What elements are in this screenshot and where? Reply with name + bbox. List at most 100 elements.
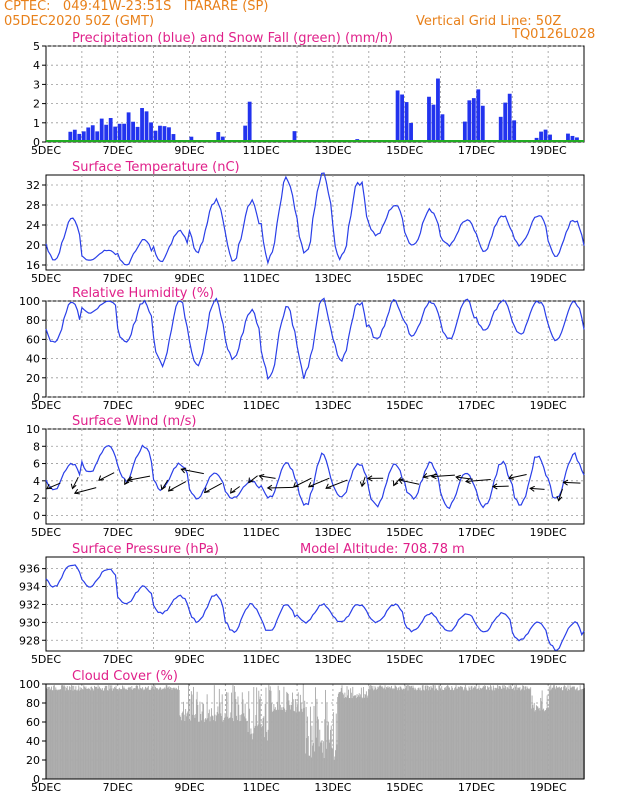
- cloud-bar: [231, 718, 233, 779]
- cloud-bar: [293, 710, 295, 779]
- cloud-bar: [139, 685, 141, 779]
- cloud-bar: [345, 697, 347, 779]
- cloud-bar: [258, 690, 260, 779]
- precip-bar: [512, 120, 517, 142]
- cloud-bar: [114, 686, 116, 779]
- cloud-bar: [552, 687, 554, 779]
- cloud-bar: [435, 688, 437, 779]
- cloud-bar: [165, 684, 167, 779]
- cloud-bar: [93, 690, 95, 779]
- cloud-bar: [553, 685, 555, 779]
- cloud-bar: [65, 690, 67, 779]
- cloud-bar: [505, 686, 507, 779]
- y-tick-label: 3: [33, 78, 40, 91]
- wind-arrow: [393, 477, 402, 486]
- cloud-bar: [336, 744, 338, 779]
- cloud-bar: [581, 688, 583, 779]
- cloud-bar: [488, 686, 490, 779]
- cloud-bar: [149, 689, 151, 779]
- cloud-bar: [133, 688, 135, 779]
- y-tick-label: 10: [26, 423, 40, 436]
- cloud-bar: [541, 690, 543, 779]
- cloud-bar: [402, 688, 404, 779]
- cloud-bar: [475, 685, 477, 779]
- cloud-bar: [278, 709, 280, 779]
- precip-bar: [135, 126, 140, 142]
- precip-bar: [158, 125, 162, 142]
- cloud-bar: [309, 706, 311, 779]
- cloud-bar: [462, 690, 464, 779]
- cloud-bar: [241, 714, 243, 779]
- cloud-bar: [261, 726, 263, 779]
- cloud-bar: [81, 687, 83, 779]
- cloud-bar: [181, 713, 183, 779]
- cloud-bar: [122, 688, 124, 779]
- cloud-bar: [269, 690, 271, 779]
- cloud-bar: [451, 686, 453, 779]
- precip-bar: [117, 123, 122, 142]
- cloud-bar: [289, 705, 291, 779]
- cloud-bar: [58, 689, 60, 779]
- precip-bar: [243, 125, 248, 142]
- cloud-bar: [186, 713, 188, 779]
- cloud-bar: [485, 685, 486, 779]
- cloud-bar: [244, 703, 246, 779]
- cloud-bar: [229, 717, 231, 779]
- cloud-bar: [533, 707, 534, 779]
- cloud-bar: [378, 687, 380, 779]
- wind-arrow: [230, 486, 240, 494]
- cloud-bar: [538, 707, 540, 779]
- cloud-bar: [553, 685, 555, 779]
- cloud-bar: [69, 686, 71, 779]
- cloud-bar: [257, 724, 259, 779]
- x-tick-label: 17DEC: [458, 653, 495, 666]
- cloud-bar: [247, 731, 249, 779]
- precip-bar: [570, 135, 575, 142]
- cloud-bar: [551, 689, 552, 779]
- cloud-bar: [206, 694, 208, 779]
- cloud-bar: [48, 686, 50, 779]
- cloud-bar: [358, 695, 359, 779]
- cloud-bar: [281, 707, 283, 779]
- panel-subtitle: Model Altitude: 708.78 m: [300, 542, 465, 557]
- cloud-bar: [473, 687, 475, 779]
- cloud-bar: [557, 687, 559, 779]
- cloud-bar: [575, 690, 577, 779]
- cloud-bar: [231, 692, 232, 779]
- wind-arrow-head: [393, 480, 399, 487]
- cloud-bar: [221, 694, 223, 779]
- cloud-bar: [236, 720, 238, 779]
- cloud-bar: [440, 690, 442, 779]
- cloud-bar: [171, 689, 173, 779]
- precip-bar: [189, 136, 194, 142]
- cloud-bar: [353, 695, 355, 779]
- cloud-bar: [326, 703, 328, 779]
- wind-arrow: [293, 477, 312, 488]
- cloud-bar: [380, 686, 382, 779]
- precip-bar: [467, 100, 472, 142]
- precip-bar: [292, 131, 297, 142]
- cloud-bar: [84, 686, 85, 779]
- cloud-bar: [210, 716, 212, 779]
- cloud-bar: [165, 688, 166, 779]
- precip-bar: [395, 90, 400, 142]
- cloud-bar: [205, 718, 207, 779]
- cloud-bar: [464, 684, 466, 779]
- cloud-bar: [572, 686, 574, 779]
- cloud-bar: [46, 688, 48, 779]
- cloud-bar: [153, 689, 155, 779]
- x-tick-label: 17DEC: [458, 144, 495, 157]
- precip-bar: [68, 131, 73, 142]
- cloud-bar: [578, 690, 580, 779]
- cloud-bar: [441, 689, 443, 779]
- cloud-bar: [121, 689, 123, 779]
- cloud-bar: [207, 718, 209, 779]
- cloud-bar: [177, 685, 179, 779]
- cloud-bar: [424, 690, 425, 779]
- cloud-bar: [157, 689, 159, 779]
- x-tick-label: 11DEC: [243, 781, 280, 794]
- cloud-bar: [134, 688, 136, 779]
- cloud-bar: [160, 687, 161, 779]
- cloud-bar: [337, 697, 339, 779]
- cloud-bar: [213, 720, 215, 779]
